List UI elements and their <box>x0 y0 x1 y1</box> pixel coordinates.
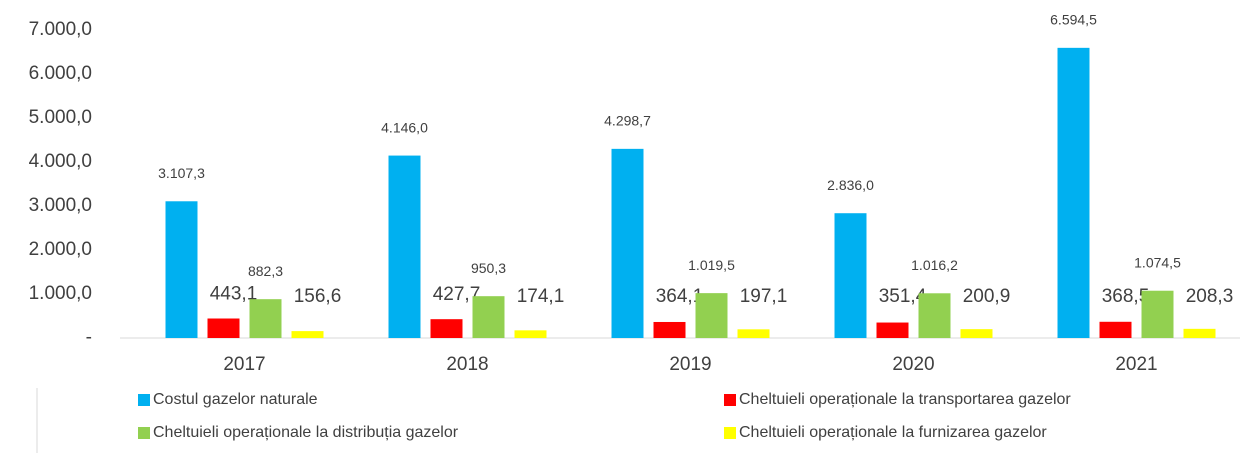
value-label: 174,1 <box>517 286 565 307</box>
value-label: 1.016,2 <box>911 257 958 273</box>
value-label: 3.107,3 <box>158 165 205 181</box>
bar <box>249 299 282 338</box>
bar <box>472 296 505 338</box>
value-label: 4.146,0 <box>381 119 428 135</box>
x-tick-label: 2020 <box>892 354 934 375</box>
legend-label: Cheltuieli operaționale la distribuția g… <box>153 424 459 441</box>
legend-swatch <box>138 427 150 439</box>
y-tick-label: - <box>86 327 92 348</box>
value-label: 197,1 <box>740 286 788 307</box>
legend-swatch <box>724 394 736 406</box>
y-tick-label: 5.000,0 <box>29 107 92 128</box>
bar <box>514 330 547 338</box>
bar <box>1183 328 1216 338</box>
x-tick-label: 2017 <box>223 354 265 375</box>
bar <box>960 329 993 338</box>
legend-swatch <box>138 394 150 406</box>
y-tick-label: 1.000,0 <box>29 283 92 304</box>
legend-swatch <box>724 427 736 439</box>
value-label: 351,4 <box>879 286 927 307</box>
bar <box>1057 47 1090 338</box>
x-tick-label: 2019 <box>669 354 711 375</box>
value-label: 882,3 <box>248 263 283 279</box>
value-label: 443,1 <box>210 284 258 305</box>
bar <box>876 322 909 338</box>
y-tick-label: 2.000,0 <box>29 239 92 260</box>
value-label: 4.298,7 <box>604 113 651 129</box>
y-tick-label: 4.000,0 <box>29 151 92 172</box>
y-tick-label: 6.000,0 <box>29 63 92 84</box>
bar <box>388 155 421 338</box>
bar <box>291 331 324 338</box>
bar <box>695 293 728 338</box>
legend-label: Cheltuieli operaționale la furnizarea ga… <box>739 424 1047 441</box>
y-tick-label: 3.000,0 <box>29 195 92 216</box>
value-label: 950,3 <box>471 260 506 276</box>
value-label: 208,3 <box>1186 286 1234 307</box>
value-label: 1.074,5 <box>1134 254 1181 270</box>
bar <box>207 318 240 338</box>
y-tick-label: 7.000,0 <box>29 19 92 40</box>
value-label: 427,7 <box>433 284 481 305</box>
value-label: 2.836,0 <box>827 177 874 193</box>
bar <box>737 329 770 338</box>
bar <box>165 201 198 338</box>
x-tick-label: 2021 <box>1115 354 1157 375</box>
value-label: 6.594,5 <box>1050 12 1097 28</box>
bar <box>1141 290 1174 338</box>
value-label: 200,9 <box>963 286 1011 307</box>
bar <box>1099 321 1132 338</box>
value-label: 156,6 <box>294 286 342 307</box>
bar <box>430 319 463 338</box>
x-tick-label: 2018 <box>446 354 488 375</box>
value-label: 368,5 <box>1102 286 1150 307</box>
bar <box>834 213 867 338</box>
bar <box>653 321 686 338</box>
bar <box>918 293 951 338</box>
legend-label: Costul gazelor naturale <box>153 391 318 408</box>
value-label: 364,1 <box>656 286 704 307</box>
bar <box>611 148 644 338</box>
value-label: 1.019,5 <box>688 257 735 273</box>
legend-label: Cheltuieli operaționale la transportarea… <box>739 391 1071 408</box>
